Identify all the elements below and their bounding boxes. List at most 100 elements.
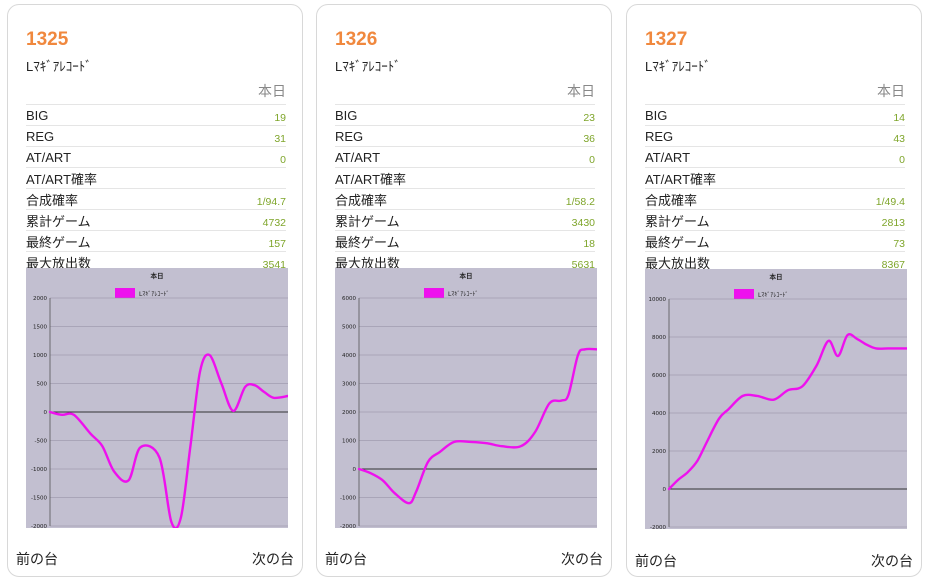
machine-card-1326: 1326 Lﾏｷﾞｱﾚｺｰﾄﾞ 本日 BIG 23 REG 36 AT/ART 0 AT/A… xyxy=(316,4,612,577)
machine-number[interactable]: 1325 xyxy=(26,29,69,50)
machine-card-1327: 1327 Lﾏｷﾞｱﾚｺｰﾄﾞ 本日 BIG 14 REG 43 AT/ART 0 AT/A… xyxy=(626,4,922,577)
legend-swatch xyxy=(424,288,444,298)
y-tick-label: 4000 xyxy=(342,353,356,359)
stat-label: 最終ゲーム xyxy=(26,230,211,252)
y-tick-label: 8000 xyxy=(652,335,666,341)
y-tick-label: 0 xyxy=(353,467,357,473)
next-machine-link[interactable]: 次の台 xyxy=(871,553,913,569)
stat-value: 3430 xyxy=(519,209,595,231)
stats-row: 累計ゲーム 4732 xyxy=(26,209,286,231)
stats-row: 最大放出数 8367 xyxy=(645,251,905,272)
y-tick-label: 2000 xyxy=(342,410,356,416)
stat-label: REG xyxy=(645,125,830,147)
stats-row: REG 43 xyxy=(645,125,905,147)
stat-value: 43 xyxy=(829,125,905,147)
stats-row: 累計ゲーム 3430 xyxy=(335,209,595,231)
stat-label: REG xyxy=(26,125,211,147)
legend-swatch xyxy=(734,289,754,299)
y-tick-label: 0 xyxy=(663,487,667,493)
machine-name: Lﾏｷﾞｱﾚｺｰﾄﾞ xyxy=(335,59,401,74)
chart-svg: 本日 Lﾏｷﾞｱﾚｺｰﾄﾞ 10000 8000 6000 4000 2000 0 -2000 xyxy=(645,269,907,529)
stat-label: BIG xyxy=(335,104,520,126)
stats-row: AT/ART 0 xyxy=(335,146,595,168)
stats-row: 合成確率 1/49.4 xyxy=(645,188,905,210)
prev-machine-link[interactable]: 前の台 xyxy=(16,551,58,567)
chart-title: 本日 xyxy=(770,272,783,281)
stat-label: AT/ART確率 xyxy=(645,167,830,189)
chart-background xyxy=(26,268,288,528)
stats-row: 累計ゲーム 2813 xyxy=(645,209,905,231)
machine-number[interactable]: 1327 xyxy=(645,29,688,50)
prev-machine-link[interactable]: 前の台 xyxy=(325,551,367,567)
stat-value: 1/58.2 xyxy=(519,188,595,210)
stat-value: 2813 xyxy=(829,209,905,231)
stats-row: 最終ゲーム 73 xyxy=(645,230,905,252)
machine-card-1325: 1325 Lﾏｷﾞｱﾚｺｰﾄﾞ 本日 BIG 19 REG 31 AT/ART 0 AT/A… xyxy=(7,4,303,577)
stat-label: AT/ART確率 xyxy=(26,167,211,189)
stat-value: 157 xyxy=(210,230,286,252)
legend-swatch xyxy=(115,288,135,298)
y-tick-label: 3000 xyxy=(342,382,356,388)
stat-label: AT/ART xyxy=(335,146,520,168)
slump-chart: 本日 Lﾏｷﾞｱﾚｺｰﾄﾞ 2000 1500 1000 500 0 -500 -1000 -15… xyxy=(26,268,288,528)
stat-value: 1/49.4 xyxy=(829,188,905,210)
stats-header-today: 本日 xyxy=(877,83,905,99)
series-line xyxy=(667,333,907,491)
stats-row: 最大放出数 5631 xyxy=(335,251,595,272)
y-tick-label: 10000 xyxy=(649,297,667,303)
stat-label: 最終ゲーム xyxy=(335,230,520,252)
series-line xyxy=(48,353,288,528)
y-tick-label: 6000 xyxy=(652,373,666,379)
stats-row: AT/ART 0 xyxy=(26,146,286,168)
machine-number[interactable]: 1326 xyxy=(335,29,378,50)
stat-label: 合成確率 xyxy=(335,188,520,210)
stat-value: 18 xyxy=(519,230,595,252)
stat-value xyxy=(829,167,905,189)
stat-label: BIG xyxy=(26,104,211,126)
stats-row: AT/ART 0 xyxy=(645,146,905,168)
stat-label: 最終ゲーム xyxy=(645,230,830,252)
next-machine-link[interactable]: 次の台 xyxy=(561,551,603,567)
y-tick-label: 5000 xyxy=(342,325,356,331)
stat-label: 累計ゲーム xyxy=(645,209,830,231)
stats-row: BIG 14 xyxy=(645,104,905,126)
stats-table: 本日 BIG 14 REG 43 AT/ART 0 AT/ART確率 合成確率 1/49.4 累計… xyxy=(645,80,905,272)
y-tick-label: 6000 xyxy=(342,296,356,302)
y-tick-label: 0 xyxy=(44,410,48,416)
stats-row: 最終ゲーム 18 xyxy=(335,230,595,252)
stat-value: 4732 xyxy=(210,209,286,231)
stats-row: REG 36 xyxy=(335,125,595,147)
stat-value xyxy=(210,167,286,189)
slump-chart: 本日 Lﾏｷﾞｱﾚｺｰﾄﾞ 10000 8000 6000 4000 2000 0 -2000 xyxy=(645,269,907,529)
stat-label: REG xyxy=(335,125,520,147)
stat-value xyxy=(519,167,595,189)
stat-value: 8367 xyxy=(829,251,905,272)
stats-table: 本日 BIG 23 REG 36 AT/ART 0 AT/ART確率 合成確率 1/58.2 累計… xyxy=(335,80,595,272)
stats-row: 合成確率 1/58.2 xyxy=(335,188,595,210)
stat-label: 合成確率 xyxy=(26,188,211,210)
slump-chart: 本日 Lﾏｷﾞｱﾚｺｰﾄﾞ 6000 5000 4000 3000 2000 1000 0 -10… xyxy=(335,268,597,528)
stat-label: AT/ART xyxy=(645,146,830,168)
y-tick-label: -2000 xyxy=(31,524,47,528)
legend-label: Lﾏｷﾞｱﾚｺｰﾄﾞ xyxy=(139,291,169,298)
series-line xyxy=(357,347,597,505)
y-tick-label: -2000 xyxy=(650,525,666,529)
prev-machine-link[interactable]: 前の台 xyxy=(635,553,677,569)
stats-row: BIG 19 xyxy=(26,104,286,126)
y-tick-label: 1000 xyxy=(342,439,356,445)
stat-label: 合成確率 xyxy=(645,188,830,210)
y-tick-label: -1000 xyxy=(340,496,356,502)
y-tick-label: 4000 xyxy=(652,411,666,417)
y-tick-label: 1000 xyxy=(33,353,47,359)
machine-name: Lﾏｷﾞｱﾚｺｰﾄﾞ xyxy=(26,59,92,74)
y-tick-label: -2000 xyxy=(340,524,356,528)
next-machine-link[interactable]: 次の台 xyxy=(252,551,294,567)
stats-header-today: 本日 xyxy=(567,83,595,99)
legend-label: Lﾏｷﾞｱﾚｺｰﾄﾞ xyxy=(448,291,478,298)
stat-value: 23 xyxy=(519,104,595,126)
y-tick-label: 500 xyxy=(37,382,48,388)
stat-value: 73 xyxy=(829,230,905,252)
chart-background xyxy=(335,268,597,528)
stat-label: 最大放出数 xyxy=(335,251,520,272)
stat-label: 最大放出数 xyxy=(26,251,211,272)
